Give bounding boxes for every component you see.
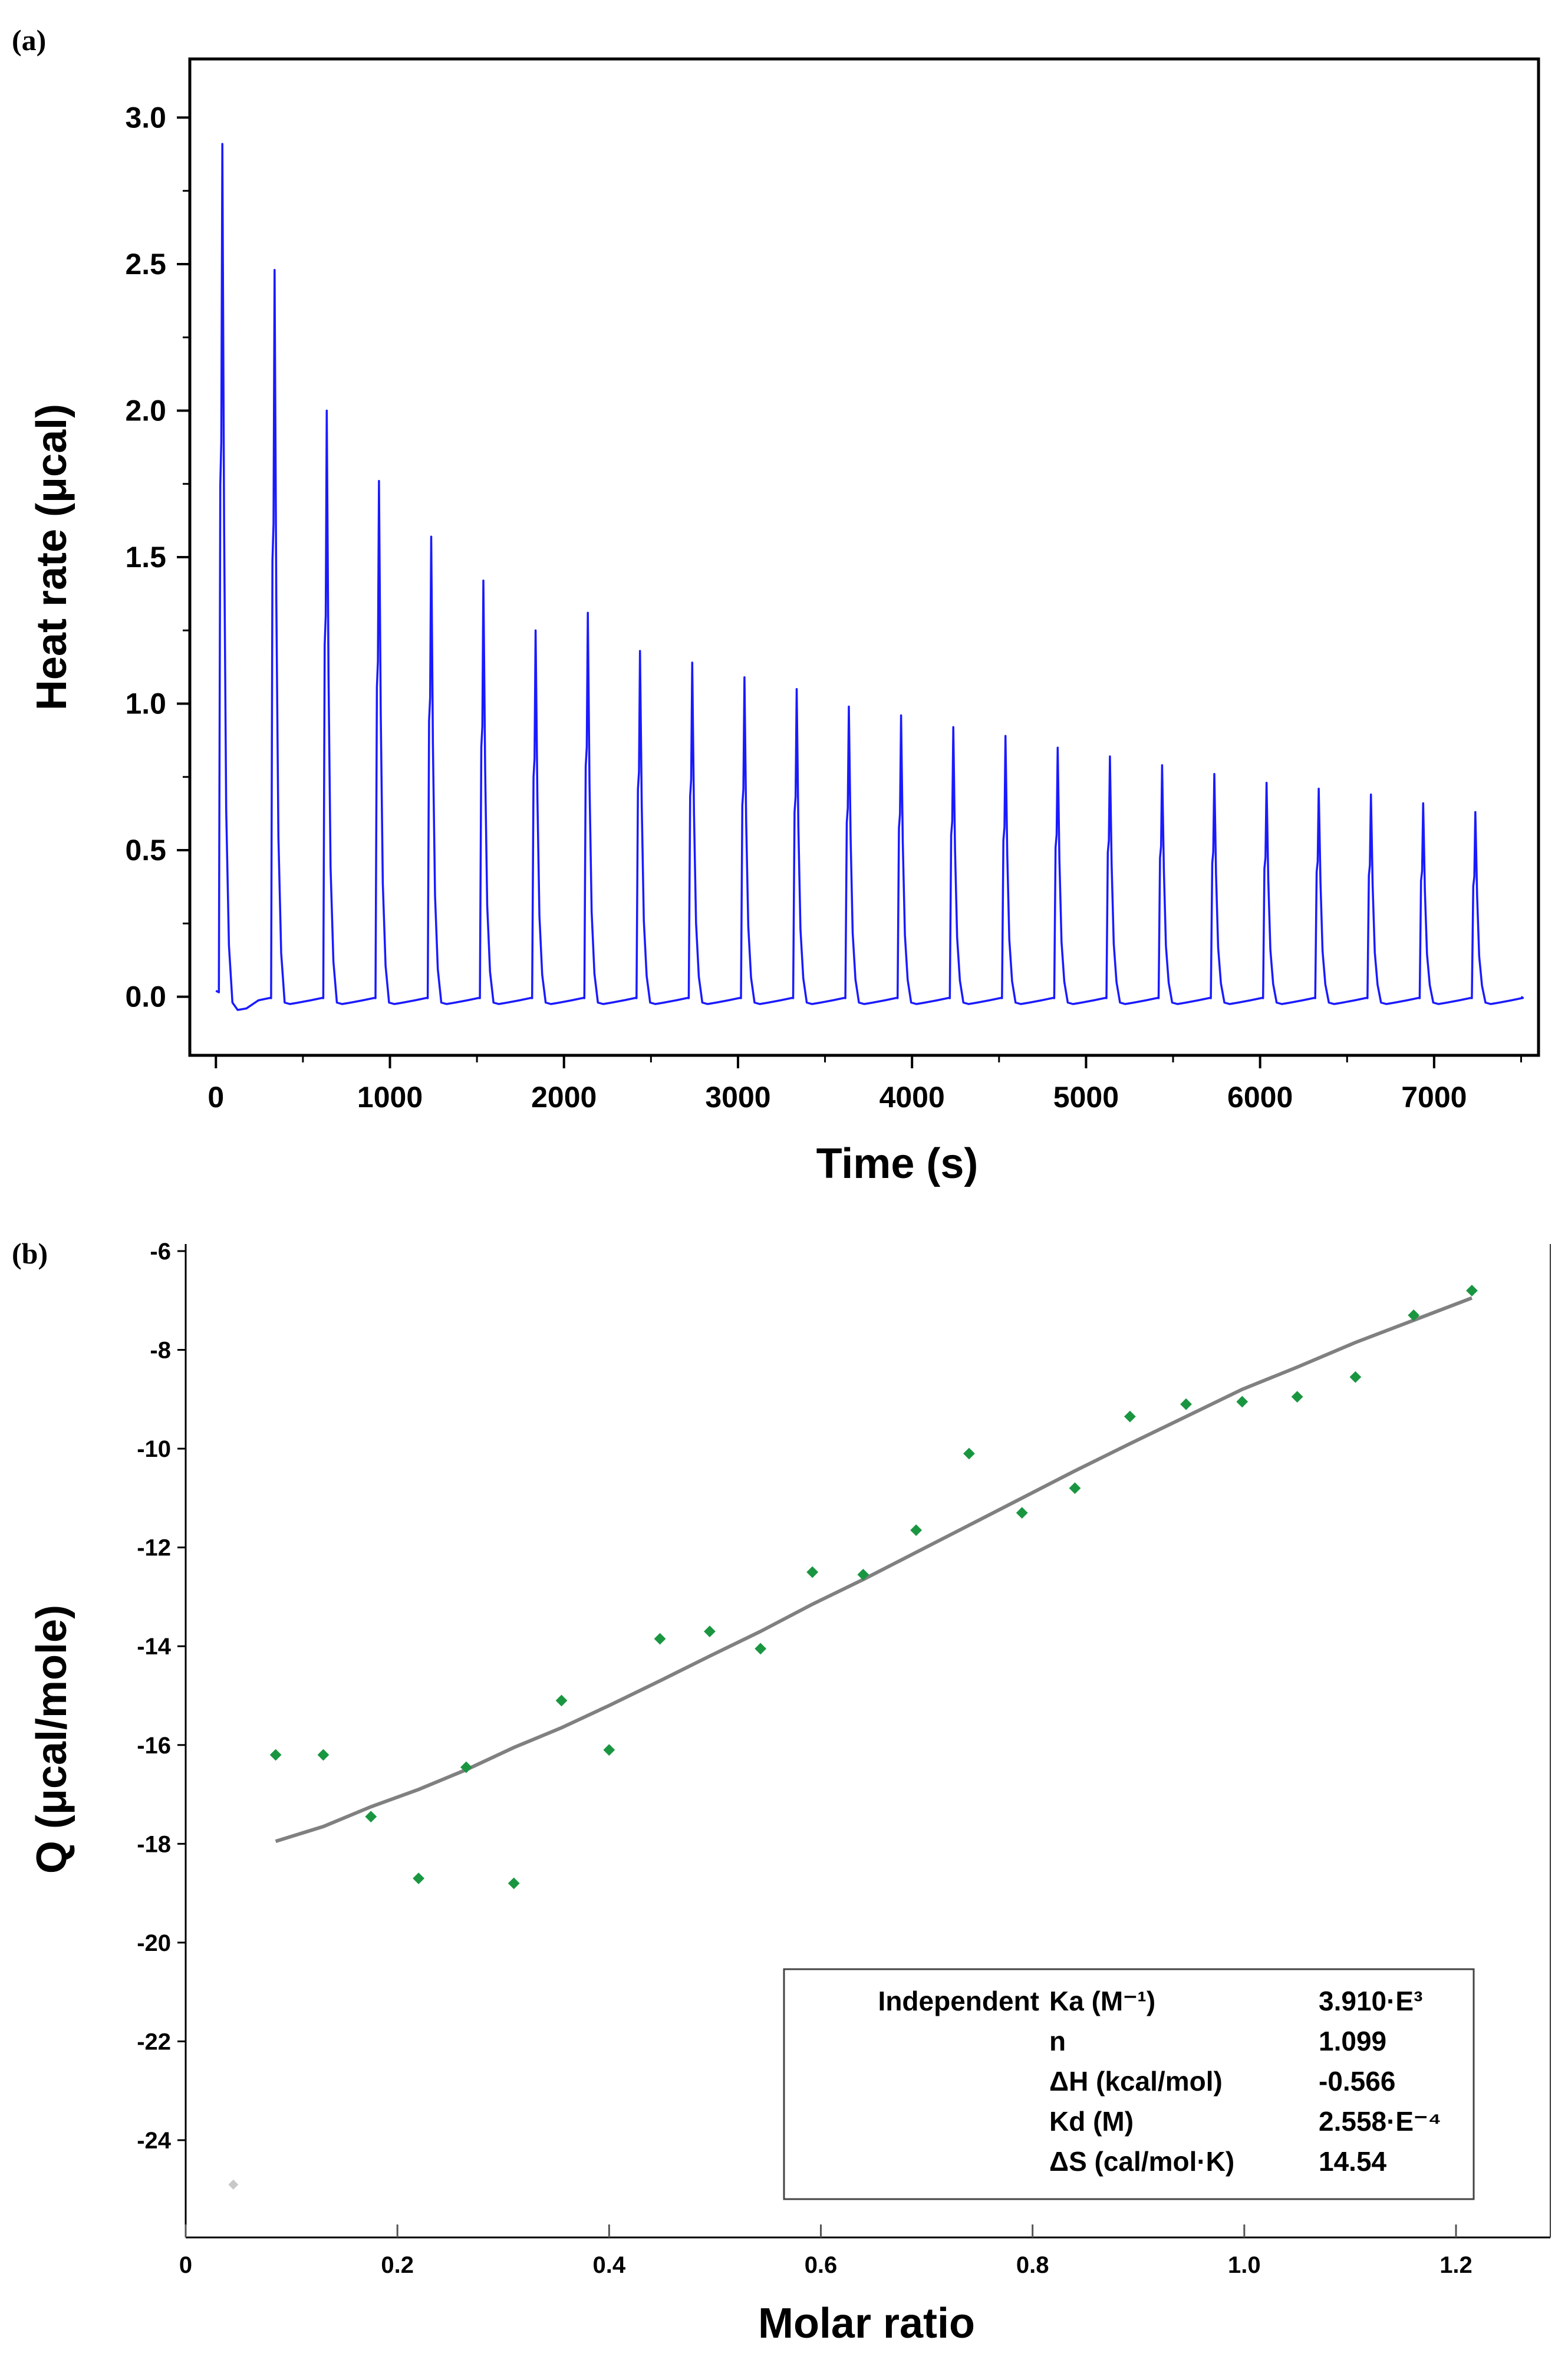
legend-model: Independent [878, 1986, 1039, 2016]
data-point [1236, 1396, 1249, 1408]
x-tick-label-a: 1000 [357, 1081, 423, 1114]
y-tick-label-b: -22 [137, 2029, 171, 2055]
legend-label-ka: Ka (M⁻¹) [1049, 1986, 1155, 2016]
x-tick-label-a: 5000 [1053, 1081, 1119, 1114]
data-point [460, 1761, 472, 1773]
data-point [1466, 1285, 1478, 1296]
x-tick-label-a: 0 [207, 1081, 224, 1114]
x-tick-label-b: 1.2 [1439, 2252, 1473, 2278]
x-axis-title-a: Time (s) [816, 1140, 979, 1187]
data-point [806, 1566, 819, 1578]
y-tick-label-a: 3.0 [125, 101, 166, 134]
y-tick-label-a: 1.0 [125, 687, 166, 720]
data-point [1069, 1482, 1081, 1495]
binding-isotherm-chart: (b) -6 -8 -10 -12 -14 -16 -18 -20 -22 -24 0 0.2 0.4… [12, 1237, 1551, 2347]
y-tick-label-a: 0.0 [125, 980, 166, 1013]
heat-rate-trace [215, 143, 1524, 1011]
y-tick-label-a: 2.0 [125, 394, 166, 427]
data-point [508, 1877, 520, 1890]
legend-value-ds: 14.54 [1319, 2146, 1387, 2177]
y-tick-label-b: -14 [137, 1634, 172, 1660]
data-point [1291, 1391, 1303, 1403]
y-axis-title-b: Q (μcal/mole) [28, 1605, 75, 1874]
legend-value-n: 1.099 [1319, 2026, 1386, 2056]
y-tick-label-b: -20 [137, 1930, 171, 1956]
data-point [755, 1643, 767, 1655]
legend-value-ka: 3.910·E³ [1319, 1986, 1422, 2016]
x-tick-label-b: 0 [179, 2252, 192, 2278]
y-tick-label-a: 0.5 [125, 834, 166, 867]
x-tick-label-b: 1.0 [1228, 2252, 1261, 2278]
data-point [413, 1872, 424, 1884]
legend-label-ds: ΔS (cal/mol·K) [1049, 2146, 1234, 2177]
x-tick-label-b: 0.6 [805, 2252, 838, 2278]
y-axis-ticks-a: 0.0 0.5 1.0 1.5 2.0 2.5 3.0 [125, 101, 190, 1013]
legend-value-kd: 2.558·E⁻⁴ [1319, 2106, 1441, 2137]
data-point [1180, 1398, 1192, 1410]
y-axis-title-a: Heat rate (μcal) [28, 404, 75, 710]
data-point [704, 1625, 716, 1637]
legend-label-n: n [1049, 2026, 1066, 2056]
x-tick-label-a: 6000 [1227, 1081, 1293, 1114]
y-tick-label-b: -18 [137, 1831, 171, 1857]
fit-parameters-legend: Independent Ka (M⁻¹) 3.910·E³ n 1.099 ΔH… [783, 1968, 1475, 2200]
x-tick-label-b: 0.2 [381, 2252, 414, 2278]
panel-label-a: (a) [12, 24, 46, 57]
legend-label-dh: ΔH (kcal/mol) [1049, 2066, 1223, 2097]
x-axis-ticks-b: 0 0.2 0.4 0.6 0.8 1.0 1.2 [179, 2224, 1473, 2278]
y-axis-ticks-b: -6 -8 -10 -12 -14 -16 -18 -20 -22 -24 [137, 1239, 186, 2154]
y-tick-label-b: -6 [150, 1239, 171, 1265]
data-point [857, 1568, 869, 1581]
legend-box [783, 1968, 1475, 2200]
data-point [555, 1694, 568, 1707]
x-tick-label-b: 0.4 [593, 2252, 626, 2278]
data-point [365, 1811, 377, 1823]
data-point [1349, 1371, 1362, 1383]
legend-label-kd: Kd (M) [1049, 2106, 1134, 2137]
x-axis-title-b: Molar ratio [758, 2300, 975, 2347]
y-tick-label-b: -10 [137, 1436, 171, 1462]
panel-label-b: (b) [12, 1237, 48, 1270]
data-point [1124, 1410, 1136, 1423]
data-point [654, 1633, 666, 1645]
x-tick-label-a: 4000 [879, 1081, 945, 1114]
x-tick-label-b: 0.8 [1016, 2252, 1049, 2278]
legend-value-dh: -0.566 [1319, 2066, 1395, 2097]
data-point [269, 1749, 282, 1761]
y-tick-label-a: 2.5 [125, 248, 166, 281]
y-tick-label-b: -16 [137, 1733, 171, 1759]
x-tick-label-a: 3000 [705, 1081, 770, 1114]
data-point [317, 1749, 330, 1761]
data-point [1016, 1507, 1028, 1519]
y-tick-label-b: -24 [137, 2128, 172, 2154]
data-point [1408, 1309, 1420, 1321]
x-axis-ticks-a: 0 1000 2000 3000 4000 5000 6000 7000 [207, 1055, 1522, 1114]
heat-rate-chart: (a) 0.0 0.5 1.0 1.5 2.0 2.5 3.0 0 1000 2000 3000 4… [12, 24, 1540, 1187]
x-tick-label-a: 2000 [531, 1081, 597, 1114]
y-tick-label-a: 1.5 [125, 541, 166, 574]
excluded-data-point [228, 2179, 239, 2190]
x-tick-label-a: 7000 [1401, 1081, 1467, 1114]
plot-frame-a [188, 57, 1540, 1057]
data-point [603, 1744, 615, 1756]
data-point [910, 1524, 923, 1536]
y-tick-label-b: -8 [150, 1338, 171, 1364]
data-point [963, 1447, 975, 1460]
fit-curve [275, 1296, 1473, 1843]
y-tick-label-b: -12 [137, 1535, 171, 1561]
